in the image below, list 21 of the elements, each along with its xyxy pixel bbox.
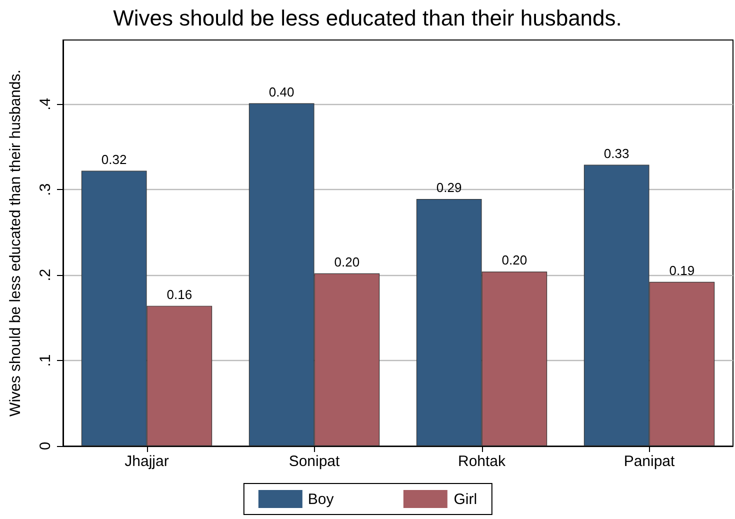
x-tick-label: Panipat (624, 453, 676, 470)
chart-title: Wives should be less educated than their husbands. (113, 6, 622, 30)
y-axis-title: Wives should be less educated than their husbands. (7, 70, 24, 416)
y-tick-label: 0 (37, 442, 54, 450)
data-label: 0.19 (669, 262, 695, 278)
data-label: 0.33 (604, 146, 630, 161)
data-label: 0.40 (268, 84, 294, 100)
data-label: 0.20 (502, 252, 528, 268)
y-tick-label: .3 (37, 183, 54, 196)
x-tick-label: Sonipat (288, 453, 341, 470)
x-tick-label: Jhajjar (124, 453, 169, 470)
y-tick-label: .2 (37, 268, 54, 282)
data-label: 0.29 (436, 180, 462, 195)
x-tick-label: Rohtak (458, 453, 506, 470)
y-tick-label: .4 (37, 98, 54, 110)
data-label: 0.32 (101, 152, 127, 167)
y-tick-label: .1 (37, 354, 54, 367)
data-label: 0.20 (334, 254, 360, 270)
legend-label: Boy (308, 490, 334, 508)
legend-label: Girl (454, 490, 478, 508)
data-label: 0.16 (166, 286, 192, 302)
